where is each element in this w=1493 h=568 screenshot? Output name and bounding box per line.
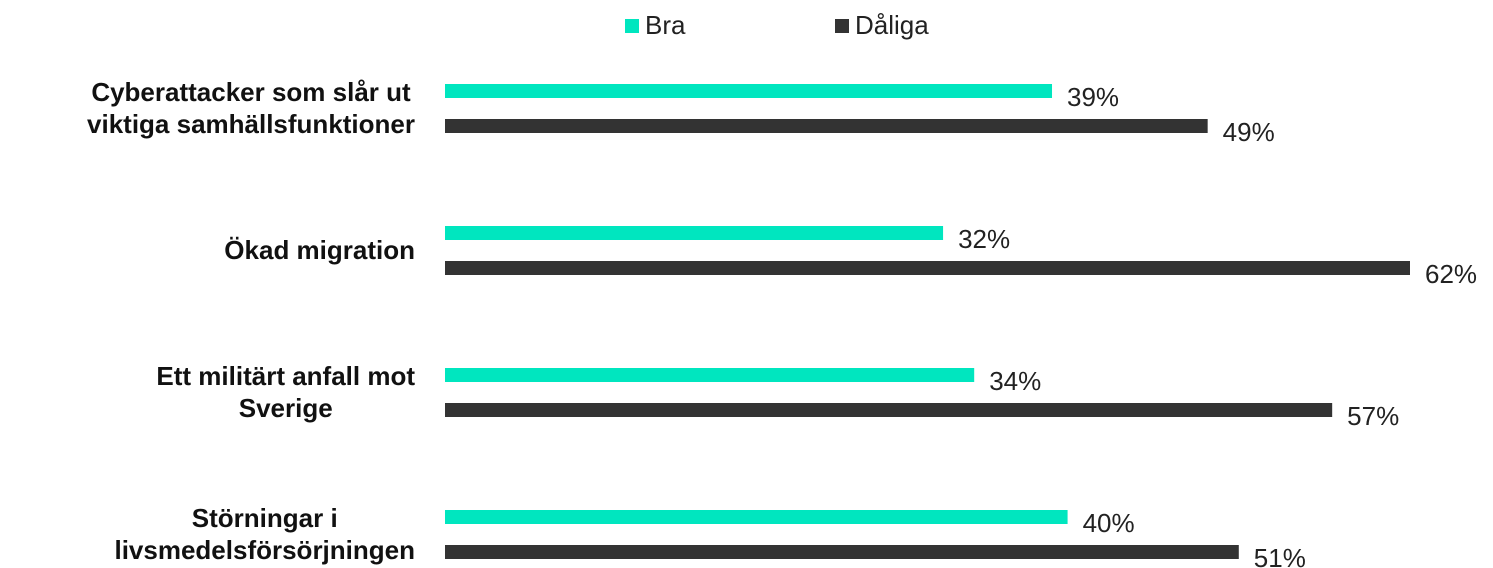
category-label: Ett militärt anfall mot Sverige <box>0 360 415 424</box>
category-label: Ökad migration <box>0 234 415 266</box>
bar <box>445 403 1333 417</box>
category-label: Störningar i livsmedelsförsörjningen <box>0 502 415 566</box>
legend-swatch <box>835 19 849 33</box>
bar <box>445 119 1208 133</box>
category-text: Ett militärt anfall mot Sverige <box>156 361 415 423</box>
value-label: 40% <box>1083 508 1135 538</box>
bar <box>445 84 1053 98</box>
category-text: Störningar i livsmedelsförsörjningen <box>114 503 415 565</box>
category-text: Ökad migration <box>224 235 415 265</box>
value-label: 49% <box>1223 117 1275 147</box>
legend-swatch <box>625 19 639 33</box>
value-label: 39% <box>1067 82 1119 112</box>
value-label: 51% <box>1254 543 1306 568</box>
bar <box>445 545 1239 559</box>
category-text: Cyberattacker som slår ut viktiga samhäl… <box>87 77 415 139</box>
bar <box>445 226 944 240</box>
legend-label: Dåliga <box>855 10 929 40</box>
bar <box>445 368 975 382</box>
bar <box>445 261 1410 275</box>
legend-label: Bra <box>645 10 686 40</box>
value-label: 62% <box>1425 259 1477 289</box>
category-label: Cyberattacker som slår ut viktiga samhäl… <box>0 76 415 140</box>
value-label: 34% <box>989 366 1041 396</box>
bar <box>445 510 1068 524</box>
value-label: 57% <box>1347 401 1399 431</box>
value-label: 32% <box>958 224 1010 254</box>
